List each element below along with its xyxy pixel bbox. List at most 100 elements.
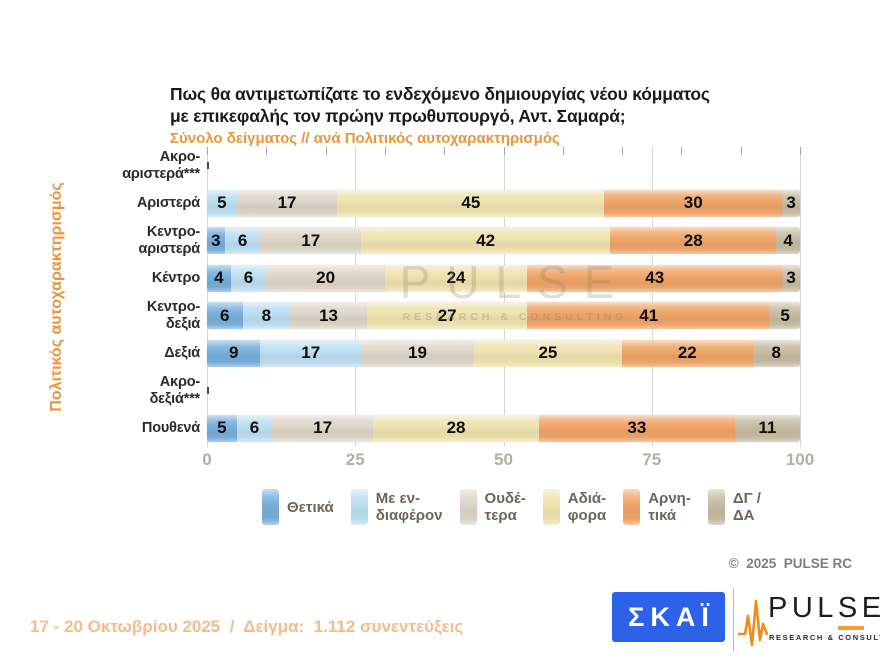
x-tick-label: 50 <box>494 450 513 469</box>
grid-line <box>355 147 357 447</box>
legend-label: Αδιά-φορα <box>568 490 606 524</box>
legend-swatch <box>623 489 641 525</box>
plot-area: 5 17 45 30 3 3 6 17 42 28 4 4 6 20 24 43 3 6 8 13 27 41 5 9 17 19… <box>207 147 801 447</box>
row-label: Πουθενά <box>60 410 200 448</box>
logo-separator <box>733 588 734 652</box>
bar-value-label: 28 <box>683 230 703 250</box>
row-label-line: Κεντρο- <box>146 224 200 241</box>
bar-segment: 22 <box>622 339 753 367</box>
row-label-line: Κεντρο- <box>146 299 200 316</box>
bar-value-label: 20 <box>316 268 336 288</box>
pulse-waveform-icon <box>738 599 768 647</box>
bar-value-label: 6 <box>237 230 248 250</box>
bar-segment: 4 <box>207 264 231 292</box>
legend-item: ΔΓ / ΔΑ <box>707 489 761 525</box>
bar-value-label: 4 <box>783 230 793 250</box>
bar-segment: 27 <box>367 302 528 330</box>
pulse-logo-text: PULSE <box>768 592 880 624</box>
bar-value-label: 17 <box>301 343 321 363</box>
bar-segment: 45 <box>337 189 605 217</box>
legend-item: Αδιά-φορα <box>542 489 606 525</box>
pulse-logo-orange-mark <box>838 626 864 630</box>
legend-item: Αρνη-τικά <box>623 489 691 525</box>
legend-label-line: τικά <box>648 507 677 524</box>
legend-label-line: διαφέρον <box>375 507 443 524</box>
row-label-line: Ακρο- <box>159 374 200 391</box>
legend-label: Θετικά <box>287 499 334 516</box>
bar-segment: 3 <box>782 264 800 292</box>
bar-row: 4 6 20 24 43 3 <box>207 264 800 292</box>
axis-minor-tick <box>207 147 208 155</box>
bar-value-label: 13 <box>319 305 339 325</box>
bar-segment: 33 <box>539 414 735 442</box>
bar-segment: 3 <box>207 227 225 255</box>
legend-swatch <box>262 489 279 525</box>
legend-label-line: Ουδέ- <box>484 490 526 507</box>
bar-value-label: 5 <box>780 305 790 325</box>
legend-label-line: Θετικά <box>287 498 334 516</box>
bar-value-label: 33 <box>627 418 647 438</box>
bar-segment: 6 <box>224 227 261 255</box>
bar-value-label: 28 <box>446 418 466 438</box>
bar-value-label: 8 <box>261 305 272 325</box>
bar-value-label: 9 <box>228 343 239 363</box>
bar-value-label: 45 <box>461 193 481 213</box>
bar-value-label: 30 <box>683 193 703 213</box>
legend-label: Ουδέ-τερα <box>485 490 526 524</box>
bar-segment: 5 <box>207 414 237 442</box>
row-label-line: δεξιά <box>165 315 200 332</box>
legend-label-line: ΔΑ <box>732 507 755 524</box>
x-tick-label: 25 <box>345 450 365 469</box>
bar-value-label: 17 <box>277 193 297 213</box>
legend-item: Με εν-διαφέρον <box>350 489 443 525</box>
axis-minor-tick <box>384 147 386 155</box>
pulse-logo-tagline: RESEARCH & CONSULTING <box>769 633 880 642</box>
legend-item: Θετικά <box>262 489 334 525</box>
x-tick-label: 0 <box>202 450 212 469</box>
bar-segment: 9 <box>207 339 261 367</box>
chart-legend: Θετικά Με εν-διαφέρον Ουδέ-τερα Αδιά-φορα Αρ… <box>262 489 842 525</box>
bar-row: 5 17 45 30 3 <box>207 189 800 217</box>
axis-minor-tick <box>503 147 505 155</box>
bar-row: 3 6 17 42 28 4 <box>207 227 800 255</box>
row-label: Δεξιά <box>60 335 200 373</box>
bar-segment: 3 <box>782 189 800 217</box>
x-tick-label: 100 <box>785 450 815 469</box>
bar-segment: 17 <box>260 227 362 255</box>
row-label-line: δεξιά*** <box>149 390 201 407</box>
bar-value-label: 4 <box>214 268 224 288</box>
bar-value-label: 17 <box>301 230 321 250</box>
grid-line <box>503 147 505 447</box>
legend-label-line: Με εν- <box>375 490 420 507</box>
bar-value-label: 24 <box>446 268 466 288</box>
legend-label-line: φορα <box>567 507 607 524</box>
row-label-line: Ακρο- <box>159 149 200 166</box>
skai-logo: ΣΚΑΪ <box>612 592 725 642</box>
bar-segment: 28 <box>373 414 540 442</box>
bar-value-label: 8 <box>771 343 781 363</box>
bar-value-label: 43 <box>645 268 665 288</box>
axis-minor-tick <box>444 147 446 155</box>
legend-label-line: Αδιά- <box>567 490 607 507</box>
bar-segment: 17 <box>272 414 374 442</box>
bar-segment: 24 <box>384 264 528 292</box>
survey-date-sample: 17 - 20 Οκτωβρίου 2025 / Δείγμα: 1.112 σ… <box>30 617 464 636</box>
bar-segment: 6 <box>230 264 267 292</box>
axis-minor-tick <box>622 147 624 155</box>
zero-value-tick <box>207 162 209 170</box>
row-label: Κεντρο-αριστερά <box>60 222 201 260</box>
bar-value-label: 22 <box>677 343 697 363</box>
axis-minor-tick <box>681 147 683 155</box>
bar-segment: 6 <box>236 414 273 442</box>
x-axis-tick-labels: 0 25 50 75 100 <box>202 450 814 470</box>
bar-value-label: 6 <box>249 418 260 438</box>
row-label-line: Πουθενά <box>141 420 200 436</box>
bar-segment: 6 <box>207 302 243 330</box>
bar-value-label: 17 <box>313 418 333 438</box>
axis-minor-tick <box>562 147 564 155</box>
bar-value-label: 3 <box>786 268 796 288</box>
legend-label-line: ΔΓ / <box>732 490 761 507</box>
grid-line <box>207 147 208 447</box>
row-label: Κέντρο <box>60 260 200 298</box>
row-label-line: αριστερά <box>138 240 201 257</box>
